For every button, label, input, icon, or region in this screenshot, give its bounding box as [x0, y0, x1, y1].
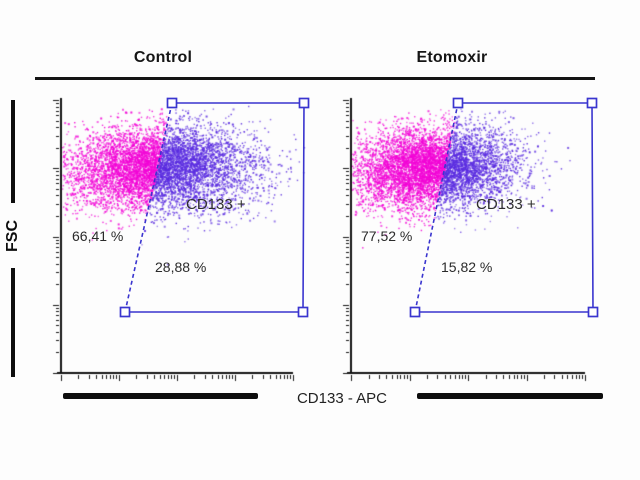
gate-handle[interactable]: [409, 306, 421, 318]
y-axis-bar-bottom: [11, 268, 15, 377]
gate-handle[interactable]: [298, 97, 310, 109]
column-title-etomoxir: Etomoxir: [416, 49, 488, 66]
cd133-gate-control[interactable]: [119, 97, 310, 318]
gate-handle[interactable]: [452, 97, 464, 109]
title-underline: [35, 77, 595, 80]
gate-border[interactable]: [415, 102, 594, 313]
etomoxir-positive-percent: 15,82 %: [441, 259, 493, 275]
gate-handle[interactable]: [586, 97, 598, 109]
x-axis-bar-left: [63, 393, 258, 399]
gate-handle[interactable]: [166, 97, 178, 109]
y-axis-label-text: FSC: [4, 220, 21, 252]
gate-border-dashed[interactable]: [124, 102, 173, 313]
etomoxir-negative-percent: 77,52 %: [361, 228, 413, 244]
x-axis-label: CD133 - APC: [296, 390, 388, 407]
gate-border[interactable]: [125, 102, 305, 313]
gate-handle[interactable]: [587, 306, 599, 318]
cd133-gate-etomoxir[interactable]: [409, 97, 599, 318]
x-axis-bar-right: [417, 393, 603, 399]
y-axis-bar-top: [11, 100, 15, 203]
y-axis-label: FSC: [0, 205, 26, 267]
control-gate-label: CD133 +: [186, 196, 246, 213]
gate-handle[interactable]: [119, 306, 131, 318]
gate-border-dashed[interactable]: [414, 102, 459, 313]
control-negative-percent: 66,41 %: [72, 228, 124, 244]
column-title-control: Control: [133, 49, 193, 66]
etomoxir-gate-label: CD133 +: [476, 196, 536, 213]
gate-handle[interactable]: [297, 306, 309, 318]
control-positive-percent: 28,88 %: [155, 259, 207, 275]
